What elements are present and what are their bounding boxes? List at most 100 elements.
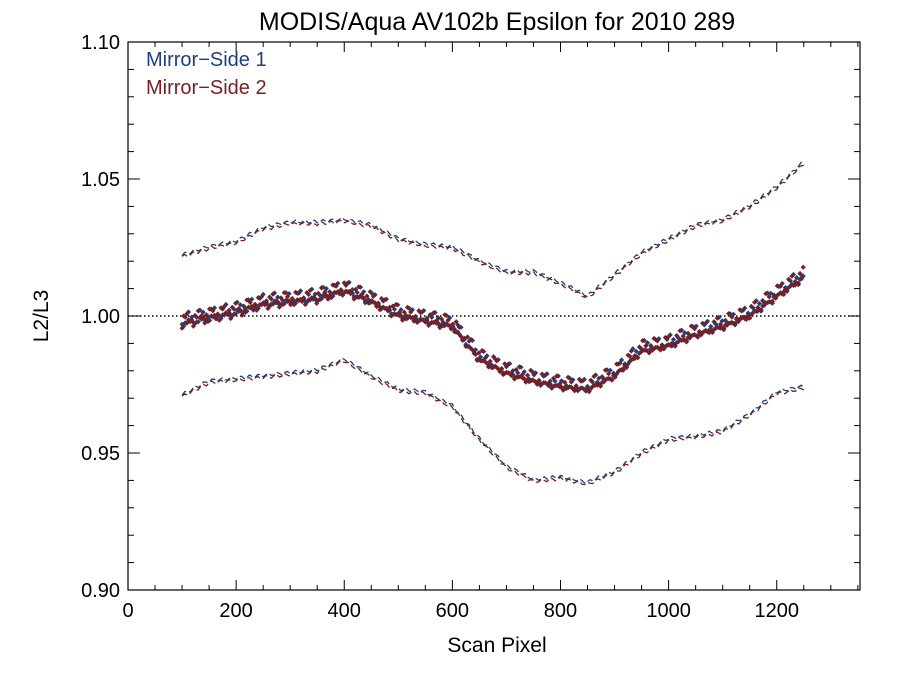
data-point-side-2	[304, 290, 310, 296]
data-point-side-2	[258, 294, 265, 300]
data-point-side-2	[726, 311, 732, 317]
data-point-side-2	[492, 363, 498, 369]
data-point-side-1	[756, 300, 762, 307]
data-point-side-2	[700, 320, 706, 326]
data-point-side-2	[422, 318, 428, 324]
data-point-side-2	[408, 309, 414, 315]
data-point-side-1	[466, 338, 472, 344]
data-point-side-2	[236, 306, 242, 312]
data-point-side-2	[450, 321, 456, 327]
data-point-side-2	[182, 320, 188, 326]
data-point-side-2	[249, 303, 255, 310]
data-point-side-2	[301, 296, 307, 302]
data-point-side-2	[748, 303, 754, 309]
data-point-side-1	[335, 280, 341, 286]
data-point-side-2	[510, 372, 516, 378]
data-point-side-2	[351, 296, 357, 302]
data-point-side-2	[383, 305, 389, 311]
data-point-side-2	[729, 314, 735, 320]
data-point-side-2	[742, 316, 748, 322]
data-point-side-2	[724, 322, 730, 328]
data-point-side-1	[421, 308, 427, 314]
data-point-side-2	[670, 341, 677, 347]
data-point-side-2	[380, 304, 386, 310]
data-point-side-2	[610, 370, 617, 376]
data-point-side-2	[688, 323, 694, 329]
data-point-side-2	[547, 381, 553, 387]
data-point-side-2	[529, 377, 535, 383]
data-point-side-1	[701, 322, 707, 328]
data-point-side-1	[787, 278, 793, 284]
data-point-side-2	[516, 364, 522, 370]
data-point-side-1	[588, 386, 594, 392]
y-axis: 0.90 0.95 1.00 1.05 1.10	[81, 32, 860, 602]
legend-entry-mirror-side-2: Mirror−Side 2	[146, 77, 267, 99]
data-point-side-2	[680, 333, 686, 339]
data-point-side-2	[533, 379, 539, 385]
data-point-side-1	[581, 376, 587, 382]
data-point-side-2	[799, 276, 805, 282]
data-point-side-2	[776, 291, 782, 297]
data-point-side-2	[404, 304, 411, 310]
data-point-side-1	[473, 347, 479, 353]
data-point-side-2	[722, 317, 728, 323]
x-axis-label: Scan Pixel	[447, 634, 546, 657]
data-point-side-1	[231, 306, 237, 312]
data-point-side-2	[648, 343, 654, 349]
data-point-side-2	[273, 298, 279, 304]
data-point-side-2	[606, 371, 612, 377]
data-point-side-2	[213, 316, 219, 322]
data-point-side-2	[644, 348, 651, 354]
data-point-side-2	[550, 375, 557, 381]
chart-title: MODIS/Aqua AV102b Epsilon for 2010 289	[259, 8, 735, 36]
data-point-side-2	[181, 313, 187, 319]
data-point-side-2	[443, 321, 449, 327]
data-point-side-1	[366, 297, 372, 303]
data-point-side-2	[393, 301, 399, 308]
data-point-side-2	[210, 308, 216, 314]
data-point-side-2	[440, 323, 446, 329]
data-point-side-2	[479, 348, 485, 354]
data-point-side-2	[732, 320, 738, 326]
data-point-side-2	[353, 286, 359, 292]
data-point-side-2	[487, 358, 493, 364]
data-point-side-2	[795, 280, 801, 286]
data-point-side-2	[560, 387, 566, 393]
data-point-side-2	[406, 313, 412, 319]
data-point-side-2	[675, 339, 681, 345]
data-point-side-2	[677, 328, 683, 334]
data-point-side-2	[281, 290, 287, 296]
data-point-side-1	[286, 291, 292, 297]
data-point-side-2	[784, 288, 790, 294]
data-point-side-1	[539, 381, 545, 387]
data-point-side-2	[439, 316, 445, 322]
data-point-side-2	[333, 283, 339, 289]
data-point-side-2	[651, 335, 657, 342]
data-point-side-1	[576, 386, 582, 392]
data-point-side-2	[735, 319, 741, 325]
x-tick-label: 1000	[646, 600, 691, 622]
data-point-side-2	[609, 376, 615, 383]
data-point-side-2	[409, 315, 415, 321]
data-point-side-2	[601, 379, 607, 385]
data-point-side-2	[262, 302, 268, 308]
data-point-side-1	[602, 377, 608, 383]
data-point-side-2	[375, 300, 381, 306]
data-point-side-2	[320, 292, 326, 298]
data-point-side-2	[315, 290, 321, 296]
data-point-side-2	[599, 374, 605, 380]
data-point-side-2	[646, 349, 652, 355]
data-point-side-2	[552, 383, 558, 389]
data-point-side-2	[672, 343, 678, 349]
data-point-side-2	[426, 322, 432, 328]
data-point-side-1	[644, 340, 651, 346]
data-point-side-2	[421, 317, 427, 323]
data-point-side-2	[628, 348, 634, 354]
data-point-side-1	[343, 282, 349, 288]
data-point-side-2	[769, 298, 775, 304]
data-point-side-1	[489, 362, 495, 368]
data-point-side-1	[674, 340, 680, 346]
data-point-side-1	[304, 299, 310, 305]
data-point-side-2	[270, 291, 276, 297]
data-point-side-2	[513, 367, 519, 373]
